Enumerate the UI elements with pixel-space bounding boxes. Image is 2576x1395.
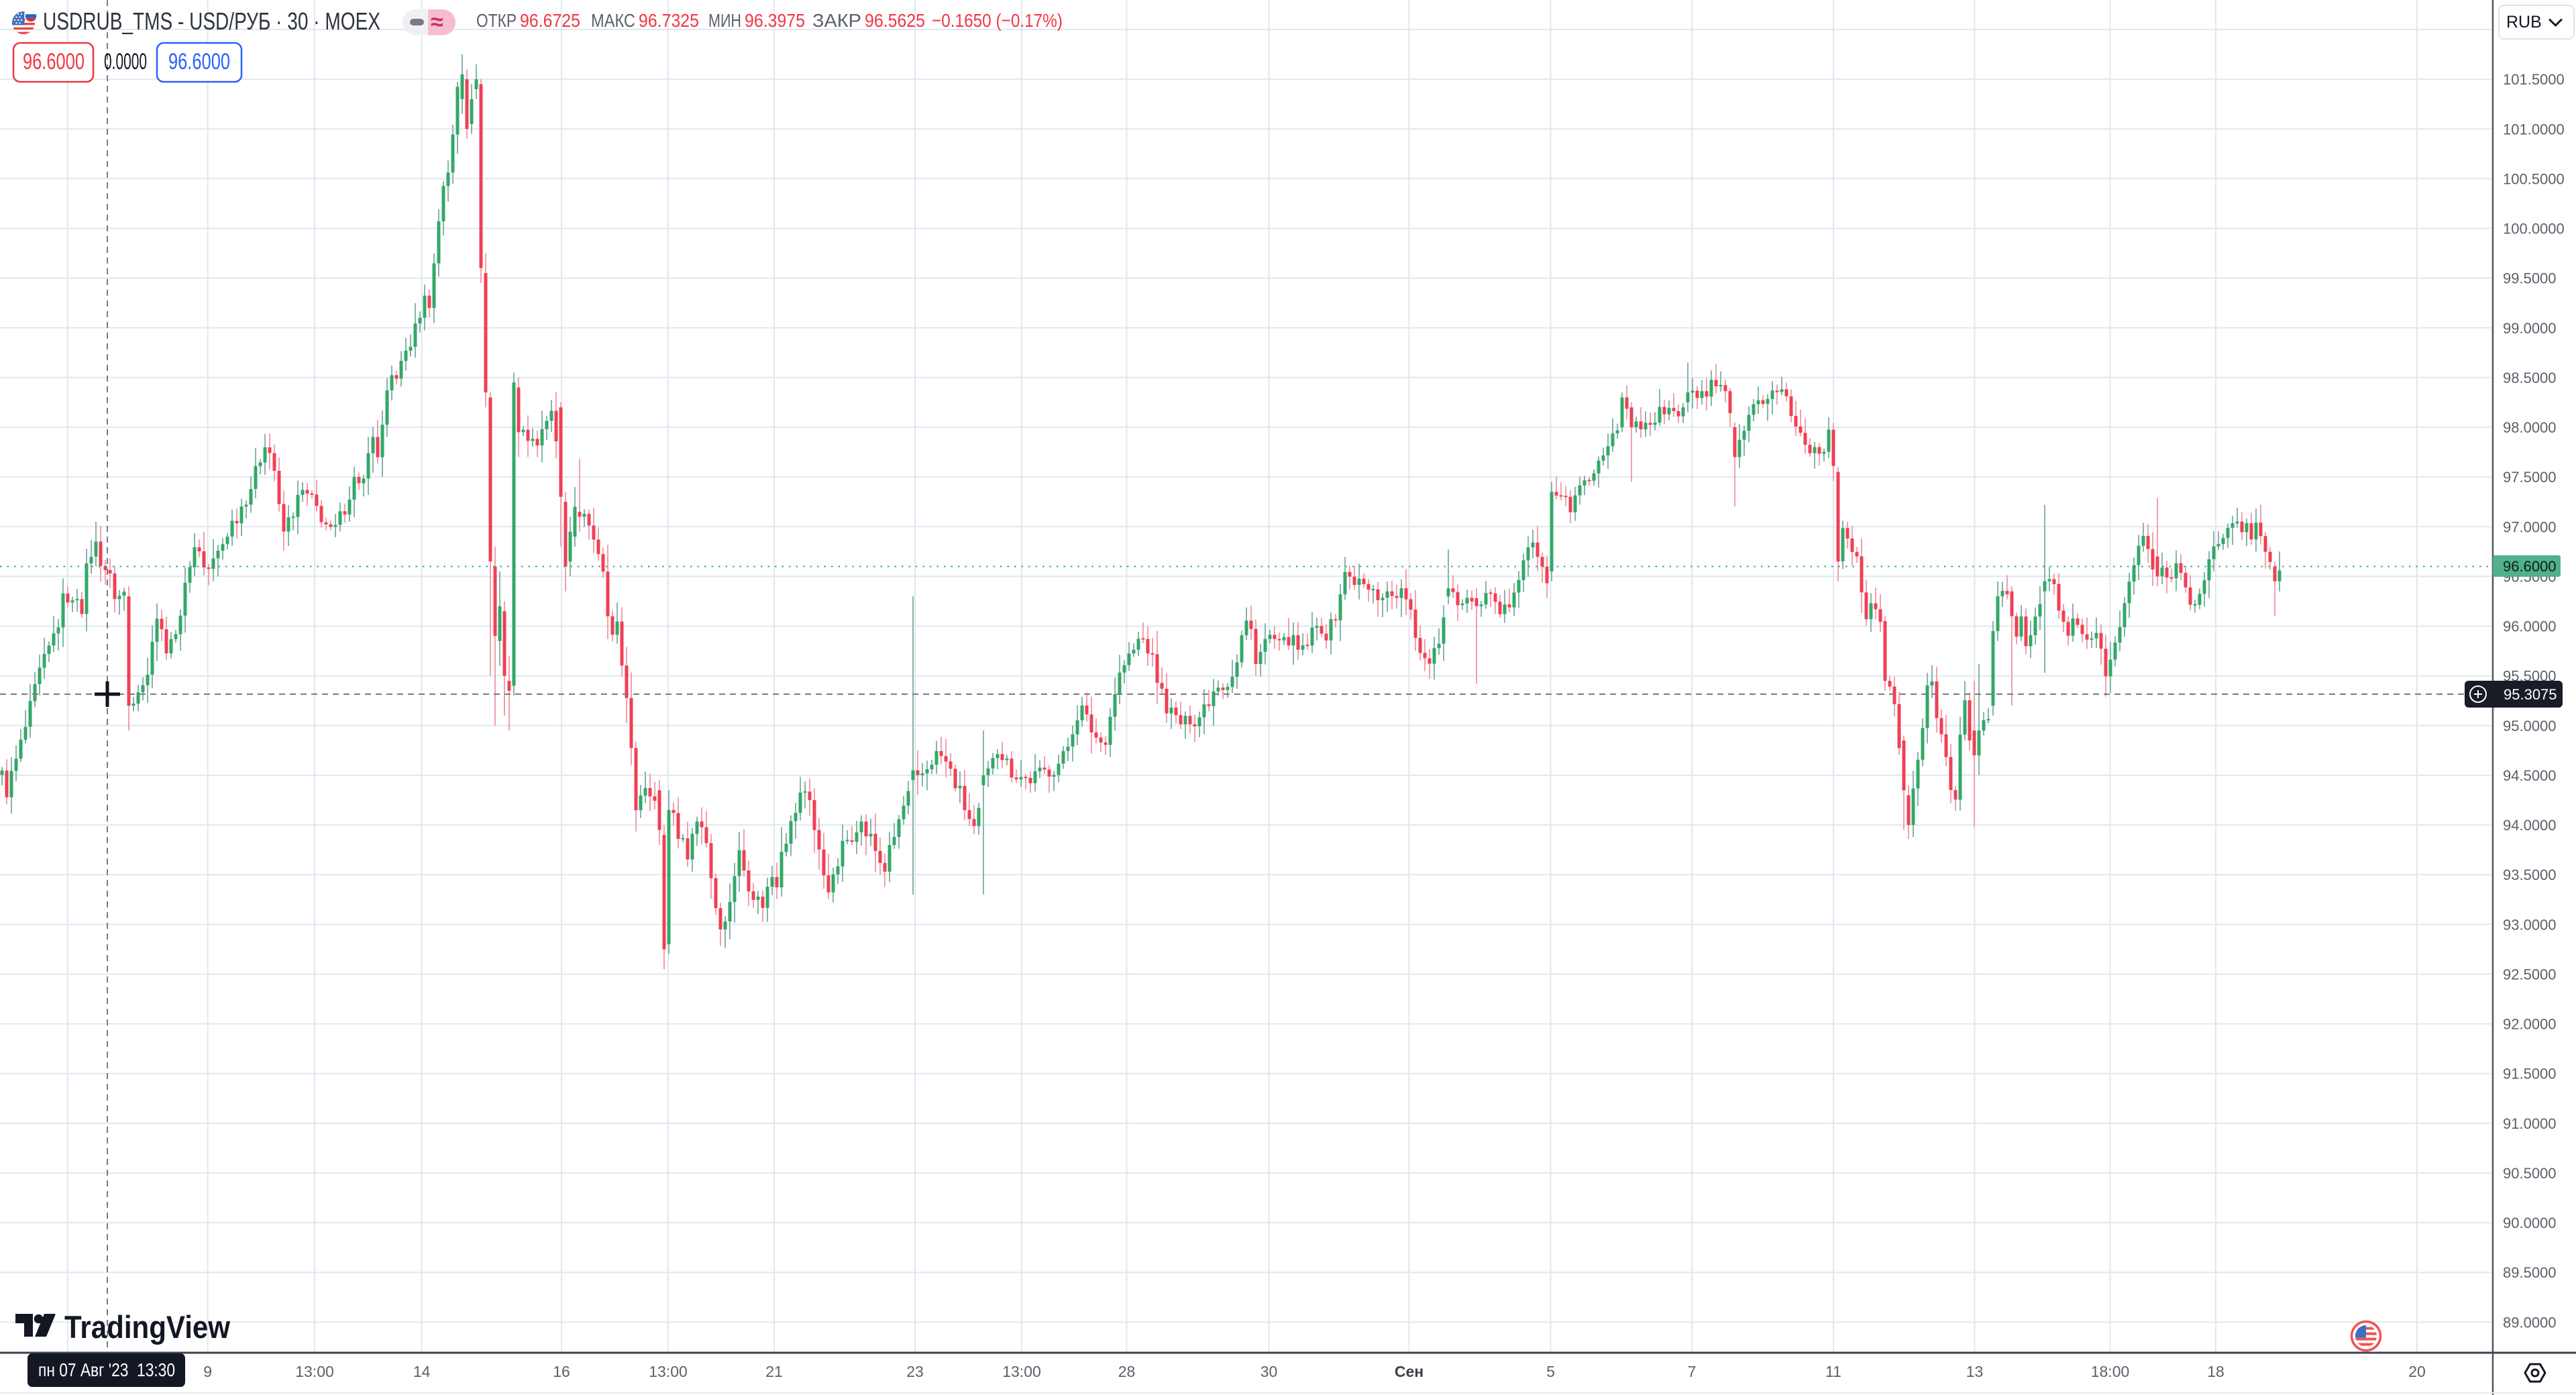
- svg-text:94.5000: 94.5000: [2503, 767, 2557, 784]
- svg-text:101.0000: 101.0000: [2503, 121, 2565, 137]
- svg-text:98.5000: 98.5000: [2503, 370, 2557, 386]
- svg-text:5: 5: [1546, 1363, 1555, 1380]
- svg-text:13:00: 13:00: [1002, 1363, 1041, 1380]
- svg-text:USDRUB_TMS - USD/РУБ · 30 · MO: USDRUB_TMS - USD/РУБ · 30 · MOEX: [43, 7, 380, 35]
- svg-text:9: 9: [203, 1363, 212, 1380]
- svg-text:ОТКР: ОТКР: [476, 10, 517, 31]
- svg-text:21: 21: [765, 1363, 783, 1380]
- svg-text:18: 18: [2207, 1363, 2224, 1380]
- svg-text:92.0000: 92.0000: [2503, 1016, 2557, 1033]
- svg-text:96.3975: 96.3975: [745, 10, 805, 31]
- svg-text:30: 30: [1260, 1363, 1278, 1380]
- svg-text:96.5625: 96.5625: [865, 10, 925, 31]
- svg-text:RUB: RUB: [2506, 13, 2542, 32]
- svg-text:МИН: МИН: [708, 10, 741, 31]
- svg-text:90.0000: 90.0000: [2503, 1215, 2557, 1231]
- svg-text:99.5000: 99.5000: [2503, 270, 2557, 287]
- svg-text:−0.1650 (−0.17%): −0.1650 (−0.17%): [932, 10, 1063, 31]
- svg-text:≈: ≈: [431, 9, 443, 35]
- svg-text:100.0000: 100.0000: [2503, 221, 2565, 237]
- svg-text:95.3075: 95.3075: [2504, 686, 2557, 703]
- svg-text:18:00: 18:00: [2091, 1363, 2130, 1380]
- svg-text:96.6725: 96.6725: [520, 10, 580, 31]
- svg-text:23: 23: [906, 1363, 924, 1380]
- svg-text:92.5000: 92.5000: [2503, 966, 2557, 983]
- svg-text:96.6000: 96.6000: [168, 49, 230, 74]
- svg-text:97.0000: 97.0000: [2503, 518, 2557, 535]
- svg-text:13:00: 13:00: [295, 1363, 334, 1380]
- svg-text:99.0000: 99.0000: [2503, 320, 2557, 337]
- svg-text:91.5000: 91.5000: [2503, 1066, 2557, 1082]
- svg-text:0.0000: 0.0000: [104, 49, 147, 74]
- svg-text:96.6000: 96.6000: [2503, 558, 2557, 575]
- svg-text:13: 13: [1966, 1363, 1984, 1380]
- svg-text:89.5000: 89.5000: [2503, 1264, 2557, 1281]
- svg-text:96.7325: 96.7325: [639, 10, 699, 31]
- svg-text:90.5000: 90.5000: [2503, 1165, 2557, 1182]
- svg-text:11: 11: [1825, 1363, 1841, 1380]
- svg-text:100.5000: 100.5000: [2503, 170, 2565, 187]
- svg-text:101.5000: 101.5000: [2503, 71, 2565, 88]
- svg-text:16: 16: [553, 1363, 570, 1380]
- svg-text:28: 28: [1118, 1363, 1136, 1380]
- svg-text:93.0000: 93.0000: [2503, 916, 2557, 933]
- svg-text:13:00: 13:00: [649, 1363, 688, 1380]
- svg-text:пн 07 Авг '23 13:30: пн 07 Авг '23 13:30: [38, 1359, 175, 1380]
- svg-text:20: 20: [2408, 1363, 2426, 1380]
- svg-text:94.0000: 94.0000: [2503, 817, 2557, 834]
- svg-text:93.5000: 93.5000: [2503, 867, 2557, 883]
- svg-text:98.0000: 98.0000: [2503, 419, 2557, 436]
- svg-text:96.0000: 96.0000: [2503, 618, 2557, 635]
- svg-text:95.0000: 95.0000: [2503, 718, 2557, 734]
- svg-text:96.6000: 96.6000: [23, 49, 85, 74]
- svg-text:ЗАКР: ЗАКР: [812, 10, 861, 31]
- svg-text:Сен: Сен: [1395, 1363, 1424, 1380]
- svg-text:7: 7: [1688, 1363, 1697, 1380]
- svg-text:14: 14: [413, 1363, 431, 1380]
- svg-text:97.5000: 97.5000: [2503, 469, 2557, 486]
- svg-text:91.0000: 91.0000: [2503, 1115, 2557, 1132]
- svg-text:МАКС: МАКС: [591, 10, 635, 31]
- svg-text:89.0000: 89.0000: [2503, 1314, 2557, 1331]
- svg-text:TradingView: TradingView: [64, 1309, 230, 1345]
